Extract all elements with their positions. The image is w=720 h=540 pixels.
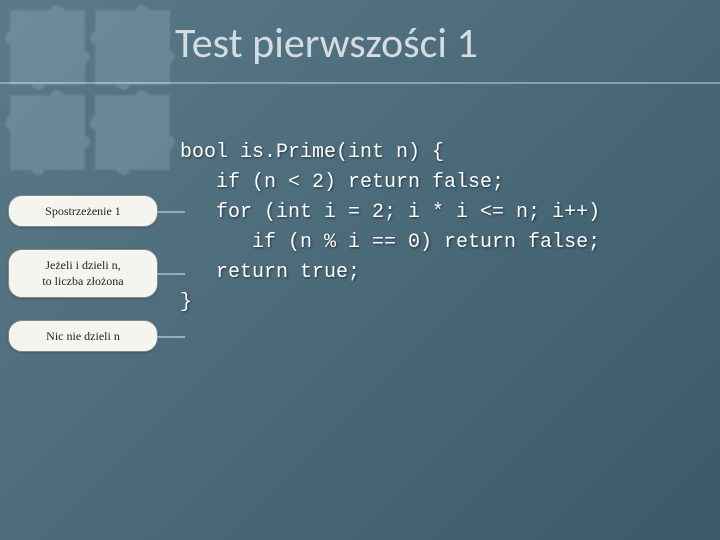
code-line: } — [180, 291, 192, 314]
code-line: if (n < 2) return false; — [180, 171, 504, 194]
code-block: bool is.Prime(int n) { if (n < 2) return… — [180, 138, 600, 318]
code-line: return true; — [180, 261, 360, 284]
slide-title: Test pierwszości 1 — [175, 18, 478, 69]
note-text: Nic nie dzieli n — [46, 329, 120, 343]
code-line: bool is.Prime(int n) { — [180, 141, 444, 164]
note-observation: Spostrzeżenie 1 — [8, 195, 158, 227]
puzzle-decoration — [0, 0, 180, 180]
sidebar-notes: Spostrzeżenie 1 Jeżeli i dzieli n, to li… — [8, 195, 158, 374]
code-line: if (n % i == 0) return false; — [180, 231, 600, 254]
note-nothing-divides: Nic nie dzieli n — [8, 320, 158, 352]
note-divisor: Jeżeli i dzieli n, to liczba złożona — [8, 249, 158, 297]
note-text: Spostrzeżenie 1 — [45, 204, 121, 218]
connector-line — [157, 336, 185, 338]
code-line: for (int i = 2; i * i <= n; i++) — [180, 201, 600, 224]
title-underline — [0, 82, 720, 84]
note-text: Jeżeli i dzieli n, to liczba złożona — [42, 258, 123, 288]
